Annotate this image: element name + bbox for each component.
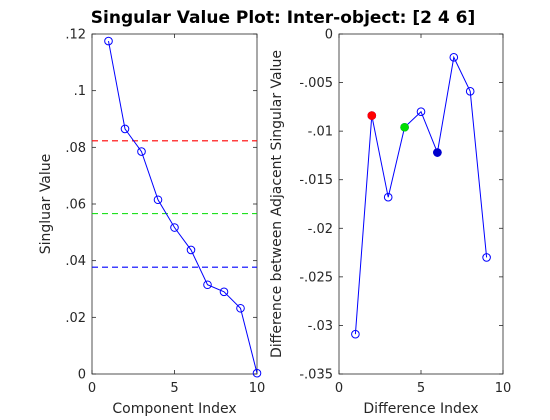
right-y-tick-label: 0: [325, 28, 333, 43]
right-y-tick-label: -.03: [308, 319, 333, 334]
left-y-tick-label: .12: [65, 28, 86, 43]
left-y-tick-label: .02: [65, 311, 86, 326]
left-y-axis-label: Singluar Value: [38, 154, 54, 255]
right-data-point: [416, 107, 426, 117]
right-y-tick-label: -.015: [299, 173, 333, 188]
right-plot-adjacent-differences: 0 5 10 -.035 -.03 -.025 -.02 -.015 -.01 -.005 0 Dif…: [269, 28, 511, 418]
left-data-point: [219, 287, 229, 297]
right-data-point: [482, 253, 491, 262]
right-y-axis-label: Difference between Adjacent Singular Val…: [269, 50, 285, 358]
right-y-tick-label: -.02: [308, 222, 333, 237]
right-data-point: [465, 87, 475, 96]
left-data-point: [137, 147, 146, 156]
figure-title: Singular Value Plot: Inter-object: [2 4 …: [91, 8, 475, 28]
right-y-tick-label: -.035: [299, 368, 333, 383]
left-data-point: [104, 36, 113, 46]
left-plot-singular-values: 0 5 10 0 .02 .04 .06 .08 .1 .12 Component Index Sin…: [38, 28, 265, 418]
left-y-tick-label: 0: [78, 368, 86, 383]
left-x-tick-label: 0: [88, 381, 96, 396]
left-data-point: [252, 368, 262, 378]
left-data-point: [203, 280, 212, 290]
right-data-point: [351, 329, 360, 339]
left-data-point: [186, 245, 196, 255]
left-series-line: [108, 40, 258, 374]
right-data-point: [383, 192, 393, 202]
left-axes-box: [91, 33, 258, 375]
left-x-axis-label: Component Index: [112, 401, 236, 417]
right-x-axis-label: Difference Index: [363, 401, 478, 417]
left-x-tick-label: 5: [170, 381, 178, 396]
left-y-tick-label: .08: [65, 141, 86, 156]
left-data-point: [153, 195, 163, 205]
right-highlight-point-3: [433, 148, 442, 157]
left-x-tick-label: 10: [249, 381, 266, 396]
right-data-point: [449, 53, 459, 62]
right-highlight-point-1: [367, 111, 377, 120]
left-y-tick-label: .06: [65, 198, 86, 213]
right-x-tick-label: 0: [335, 381, 343, 396]
right-axes-box: [338, 33, 504, 375]
left-data-point: [236, 303, 245, 313]
right-y-tick-label: -.005: [299, 76, 333, 91]
right-highlight-point-2: [400, 122, 409, 132]
right-y-tick-label: -.025: [299, 270, 333, 285]
left-data-point: [120, 124, 130, 134]
left-data-point: [170, 223, 179, 232]
right-x-tick-label: 10: [495, 381, 512, 396]
left-y-tick-label: .04: [65, 254, 86, 269]
right-y-tick-label: -.01: [308, 125, 333, 140]
right-x-tick-label: 5: [417, 381, 425, 396]
left-y-tick-label: .1: [74, 84, 86, 99]
right-series-line: [354, 55, 488, 335]
